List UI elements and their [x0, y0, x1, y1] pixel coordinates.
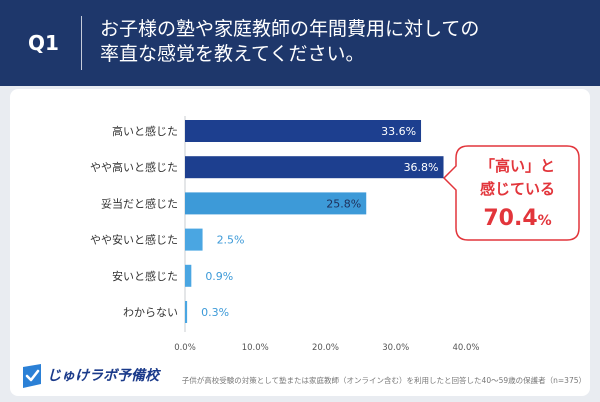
header-divider — [81, 16, 82, 70]
x-tick-label: 40.0% — [452, 343, 479, 353]
bar — [185, 264, 192, 287]
category-label: 安いと感じた — [112, 269, 178, 283]
callout-value: 70.4 — [483, 206, 538, 231]
category-label: わからない — [123, 306, 178, 319]
value-label: 0.3% — [201, 306, 229, 319]
value-label: 33.6% — [381, 125, 416, 138]
value-label: 2.5% — [217, 234, 245, 247]
bar — [185, 301, 188, 323]
value-label: 25.8% — [326, 197, 361, 210]
x-tick-label: 20.0% — [312, 343, 339, 353]
bar — [185, 192, 367, 215]
x-tick-label: 30.0% — [382, 343, 409, 353]
callout-text-line-2: 感じている — [479, 180, 555, 198]
brand-name: じゅけラボ予備校 — [47, 368, 159, 384]
callout-box — [442, 145, 580, 241]
question-number: Q1 — [28, 31, 59, 55]
bar — [185, 120, 422, 142]
x-tick-label: 0.0% — [174, 343, 196, 353]
callout-unit: % — [537, 213, 552, 229]
x-tick-label: 10.0% — [242, 343, 269, 353]
question-header: Q1 お子様の塾や家庭教師の年間費用に対しての 率直な感覚を教えてください。 — [0, 0, 600, 86]
bar — [185, 228, 203, 251]
bar — [185, 156, 444, 179]
callout-text-line-1: 「高い」と — [479, 157, 555, 175]
question-text-line-1: お子様の塾や家庭教師の年間費用に対しての — [100, 18, 480, 40]
value-label: 0.9% — [205, 270, 233, 283]
category-label: 高いと感じた — [112, 124, 178, 138]
logo-icon — [23, 364, 41, 388]
callout-total: 70.4% — [456, 206, 579, 234]
category-label: やや安いと感じた — [90, 233, 178, 247]
question-text-line-2: 率直な感覚を教えてください。 — [100, 43, 365, 65]
category-label: やや高いと感じた — [90, 160, 178, 174]
sample-footnote: 子供が高校受験の対策として塾または家庭教師（オンライン含む）を利用したと回答した… — [181, 376, 586, 385]
value-label: 36.8% — [404, 161, 439, 174]
category-label: 妥当だと感じた — [101, 196, 178, 210]
